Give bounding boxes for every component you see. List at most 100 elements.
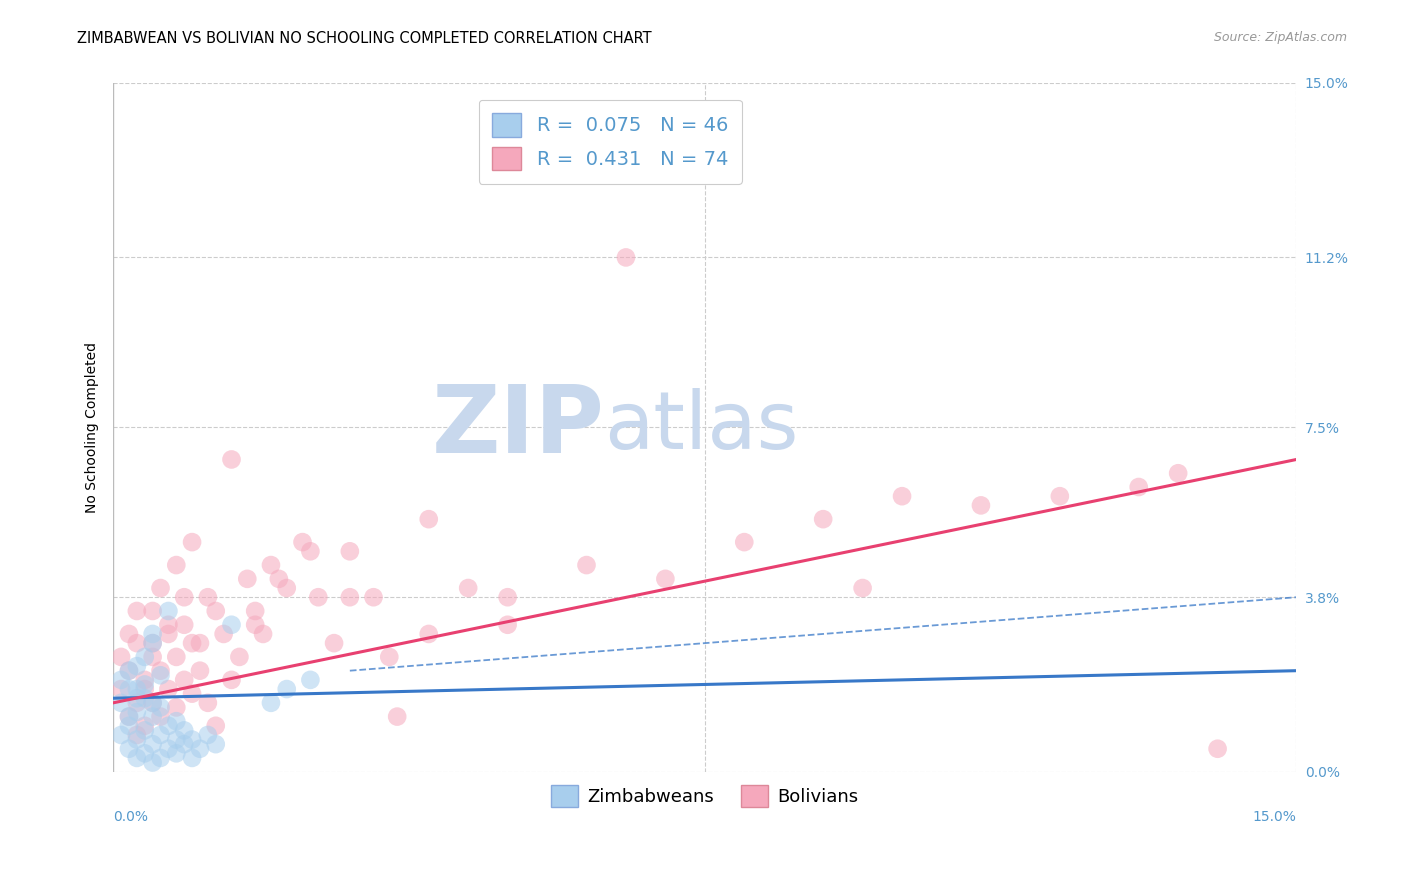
Point	[299, 544, 322, 558]
Point	[363, 591, 385, 605]
Point	[204, 719, 226, 733]
Point	[228, 649, 250, 664]
Point	[134, 681, 156, 696]
Point	[378, 649, 401, 664]
Point	[125, 751, 148, 765]
Point	[165, 649, 187, 664]
Point	[173, 737, 195, 751]
Point	[118, 709, 141, 723]
Point	[157, 681, 180, 696]
Point	[142, 696, 165, 710]
Point	[125, 705, 148, 719]
Point	[339, 544, 361, 558]
Text: 0.0%: 0.0%	[114, 810, 148, 823]
Point	[134, 719, 156, 733]
Point	[276, 681, 298, 696]
Point	[142, 604, 165, 618]
Point	[197, 591, 219, 605]
Point	[418, 627, 440, 641]
Point	[134, 691, 156, 706]
Point	[733, 535, 755, 549]
Point	[165, 714, 187, 729]
Point	[1206, 741, 1229, 756]
Point	[204, 604, 226, 618]
Point	[125, 696, 148, 710]
Point	[149, 728, 172, 742]
Point	[110, 728, 132, 742]
Point	[125, 659, 148, 673]
Point	[157, 741, 180, 756]
Point	[614, 251, 637, 265]
Point	[165, 747, 187, 761]
Point	[418, 512, 440, 526]
Point	[125, 691, 148, 706]
Point	[173, 591, 195, 605]
Point	[204, 737, 226, 751]
Text: Source: ZipAtlas.com: Source: ZipAtlas.com	[1213, 31, 1347, 45]
Point	[1167, 467, 1189, 481]
Text: 15.0%: 15.0%	[1253, 810, 1296, 823]
Point	[118, 709, 141, 723]
Point	[134, 747, 156, 761]
Point	[134, 723, 156, 738]
Point	[236, 572, 259, 586]
Point	[134, 649, 156, 664]
Point	[291, 535, 314, 549]
Point	[149, 700, 172, 714]
Point	[134, 673, 156, 687]
Point	[134, 677, 156, 691]
Point	[1128, 480, 1150, 494]
Point	[221, 617, 243, 632]
Point	[212, 627, 235, 641]
Point	[125, 728, 148, 742]
Point	[165, 700, 187, 714]
Point	[457, 581, 479, 595]
Point	[181, 751, 204, 765]
Point	[970, 499, 993, 513]
Legend: Zimbabweans, Bolivians: Zimbabweans, Bolivians	[544, 778, 866, 814]
Point	[260, 558, 283, 572]
Point	[142, 696, 165, 710]
Y-axis label: No Schooling Completed: No Schooling Completed	[86, 342, 100, 513]
Point	[118, 664, 141, 678]
Point	[181, 687, 204, 701]
Point	[891, 489, 914, 503]
Point	[1049, 489, 1071, 503]
Point	[276, 581, 298, 595]
Point	[110, 696, 132, 710]
Point	[157, 719, 180, 733]
Point	[339, 591, 361, 605]
Point	[243, 617, 266, 632]
Point	[149, 581, 172, 595]
Point	[142, 636, 165, 650]
Point	[118, 664, 141, 678]
Point	[142, 737, 165, 751]
Point	[157, 627, 180, 641]
Point	[188, 664, 211, 678]
Point	[142, 627, 165, 641]
Text: ZIP: ZIP	[432, 381, 605, 474]
Point	[221, 452, 243, 467]
Point	[243, 604, 266, 618]
Point	[188, 636, 211, 650]
Point	[118, 627, 141, 641]
Point	[299, 673, 322, 687]
Point	[118, 741, 141, 756]
Point	[173, 673, 195, 687]
Point	[252, 627, 274, 641]
Point	[142, 636, 165, 650]
Point	[181, 636, 204, 650]
Point	[110, 673, 132, 687]
Point	[149, 664, 172, 678]
Point	[110, 681, 132, 696]
Point	[267, 572, 290, 586]
Point	[323, 636, 346, 650]
Point	[157, 604, 180, 618]
Point	[852, 581, 875, 595]
Point	[188, 741, 211, 756]
Point	[142, 709, 165, 723]
Point	[149, 751, 172, 765]
Point	[125, 636, 148, 650]
Point	[496, 617, 519, 632]
Point	[260, 696, 283, 710]
